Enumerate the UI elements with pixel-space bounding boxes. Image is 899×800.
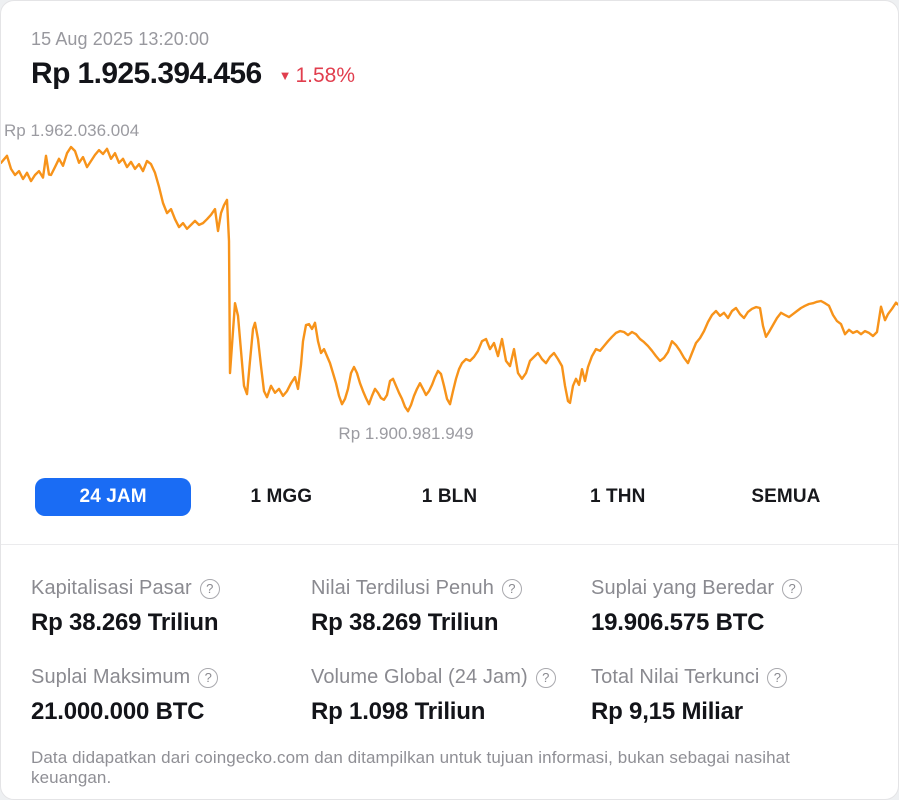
- timestamp: 15 Aug 2025 13:20:00: [31, 29, 210, 49]
- stat-circulating-supply: Suplai yang Beredar ? 19.906.575 BTC: [591, 577, 868, 637]
- price-change-badge: ▼ 1.58%: [279, 64, 355, 88]
- stat-value: Rp 9,15 Miliar: [591, 698, 743, 725]
- stat-value: Rp 38.269 Triliun: [311, 609, 499, 636]
- stat-total-value-locked: Total Nilai Terkunci ? Rp 9,15 Miliar: [591, 666, 868, 726]
- help-icon[interactable]: ?: [501, 578, 522, 599]
- stat-value: 19.906.575 BTC: [591, 609, 765, 636]
- stat-fully-diluted: Nilai Terdilusi Penuh ? Rp 38.269 Triliu…: [311, 577, 591, 637]
- tab-1thn[interactable]: 1 THN: [540, 478, 696, 516]
- stat-value: Rp 38.269 Triliun: [31, 609, 219, 636]
- stat-label-text: Nilai Terdilusi Penuh: [311, 577, 494, 599]
- price-change-percent: 1.58%: [295, 63, 355, 87]
- disclaimer-text: Data didapatkan dari coingecko.com dan d…: [31, 748, 791, 787]
- stat-label: Nilai Terdilusi Penuh ?: [311, 577, 591, 600]
- section-divider: [1, 544, 898, 545]
- help-icon[interactable]: ?: [198, 667, 219, 688]
- price-header: 15 Aug 2025 13:20:00 Rp 1.925.394.456 ▼ …: [31, 29, 355, 91]
- stat-value: 21.000.000 BTC: [31, 698, 205, 725]
- stat-label-text: Total Nilai Terkunci: [591, 666, 760, 688]
- tab-24jam[interactable]: 24 JAM: [35, 478, 192, 516]
- tab-1mgg[interactable]: 1 MGG: [203, 478, 359, 516]
- stat-value: Rp 1.098 Triliun: [311, 698, 486, 725]
- stat-label: Suplai yang Beredar ?: [591, 577, 868, 600]
- stat-label-text: Suplai yang Beredar: [591, 577, 775, 599]
- stat-label: Kapitalisasi Pasar ?: [31, 577, 311, 600]
- chart-region: Rp 1.962.036.004 Rp 1.900.981.949: [1, 121, 899, 451]
- stat-label: Total Nilai Terkunci ?: [591, 666, 868, 689]
- price-line-chart[interactable]: [1, 121, 899, 451]
- stats-grid: Kapitalisasi Pasar ? Rp 38.269 Triliun N…: [31, 577, 868, 726]
- current-price: Rp 1.925.394.456: [31, 57, 262, 90]
- stat-label-text: Kapitalisasi Pasar: [31, 577, 192, 599]
- stat-global-volume: Volume Global (24 Jam) ? Rp 1.098 Triliu…: [311, 666, 591, 726]
- price-row: Rp 1.925.394.456 ▼ 1.58%: [31, 57, 355, 91]
- help-icon[interactable]: ?: [767, 667, 788, 688]
- tab-1bln[interactable]: 1 BLN: [371, 478, 527, 516]
- stat-label: Suplai Maksimum ?: [31, 666, 311, 689]
- help-icon[interactable]: ?: [782, 578, 803, 599]
- stat-max-supply: Suplai Maksimum ? 21.000.000 BTC: [31, 666, 311, 726]
- help-icon[interactable]: ?: [535, 667, 556, 688]
- stat-label: Volume Global (24 Jam) ?: [311, 666, 591, 689]
- price-line: [1, 145, 898, 413]
- chart-high-label: Rp 1.962.036.004: [4, 121, 140, 140]
- stat-label-text: Suplai Maksimum: [31, 666, 191, 688]
- stat-label-text: Volume Global (24 Jam): [311, 666, 528, 688]
- help-icon[interactable]: ?: [199, 578, 220, 599]
- time-range-tabs: 24 JAM 1 MGG 1 BLN 1 THN SEMUA: [29, 477, 870, 517]
- tab-semua[interactable]: SEMUA: [708, 478, 864, 516]
- stat-market-cap: Kapitalisasi Pasar ? Rp 38.269 Triliun: [31, 577, 311, 637]
- triangle-down-icon: ▼: [278, 68, 292, 83]
- chart-low-label: Rp 1.900.981.949: [338, 424, 474, 443]
